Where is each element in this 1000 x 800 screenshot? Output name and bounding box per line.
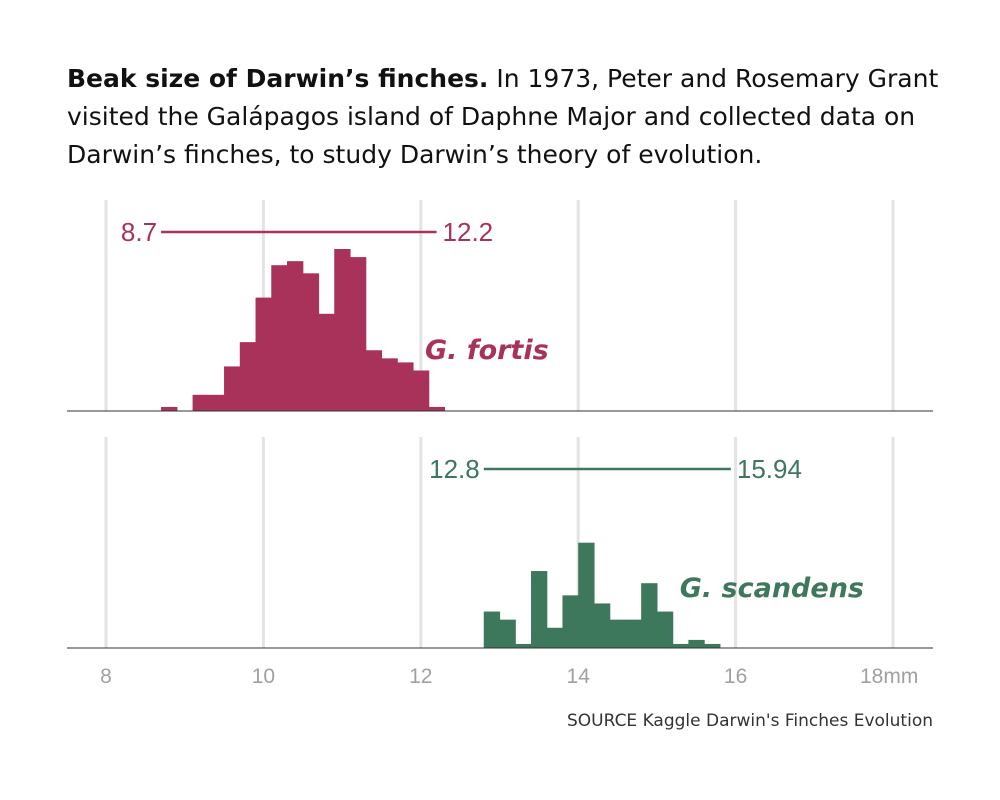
x-tick-label: 10 (252, 665, 275, 688)
histogram-bar (192, 394, 209, 411)
histogram-bar (499, 619, 516, 648)
histogram-bar (397, 362, 414, 411)
histogram-bar (641, 583, 658, 648)
histogram-bar (334, 249, 351, 411)
histogram-bar (625, 619, 642, 648)
species-label: G. fortis (425, 335, 549, 366)
histogram-bar (428, 406, 446, 411)
histogram-bar (672, 643, 689, 648)
histogram-bar (161, 406, 178, 411)
chart-title: Beak size of Darwin’s finches. In 1973, … (67, 60, 947, 174)
histogram-bar (302, 273, 320, 411)
histogram-bar (412, 370, 430, 411)
histogram-bar (271, 265, 288, 411)
histogram-bar (255, 297, 272, 411)
histogram-bar (688, 639, 705, 648)
histogram-bar (239, 342, 257, 411)
baselines (67, 410, 933, 649)
histogram-bar (208, 394, 225, 411)
histogram-bar (287, 261, 304, 411)
histogram-bar (365, 350, 383, 411)
species-label: G. scandens (680, 573, 864, 604)
histogram-bar (381, 358, 398, 411)
histogram-bar (224, 366, 241, 411)
histogram-bar (318, 313, 335, 411)
histogram-bar (483, 611, 501, 648)
range-annotations: 8.7 12.2 G. fortis 12.8 15.94 G. scandens (121, 217, 864, 604)
histogram-bar (349, 257, 367, 411)
histogram-bar (546, 627, 564, 648)
source-note: SOURCE Kaggle Darwin's Finches Evolution (566, 711, 933, 731)
x-tick-label: 18mm (860, 665, 918, 688)
histogram-bar (515, 643, 532, 648)
histogram-bar (593, 603, 611, 648)
x-tick-label: 12 (409, 665, 432, 688)
histogram-bar (656, 611, 674, 648)
chart-title-bold: Beak size of Darwin’s finches. (67, 64, 489, 93)
x-tick-label: 16 (724, 665, 747, 688)
chart-title-text: In 1973, Peter and Rosemary Grant visite… (67, 64, 939, 169)
histogram-bar (530, 571, 548, 648)
x-tick-label: 14 (567, 665, 591, 688)
histogram-bar (704, 643, 721, 648)
histogram-bars (161, 249, 721, 648)
histogram-bar (609, 619, 627, 648)
range-max-label: 15.94 (737, 454, 802, 484)
x-tick-label: 8 (100, 665, 112, 688)
range-min-label: 8.7 (121, 217, 157, 247)
histogram-bar (578, 542, 595, 648)
range-max-label: 12.2 (443, 217, 494, 247)
range-min-label: 12.8 (429, 454, 480, 484)
x-axis-ticks: 8 10 12 14 16 18mm (100, 665, 918, 688)
histogram-bar (562, 595, 579, 648)
